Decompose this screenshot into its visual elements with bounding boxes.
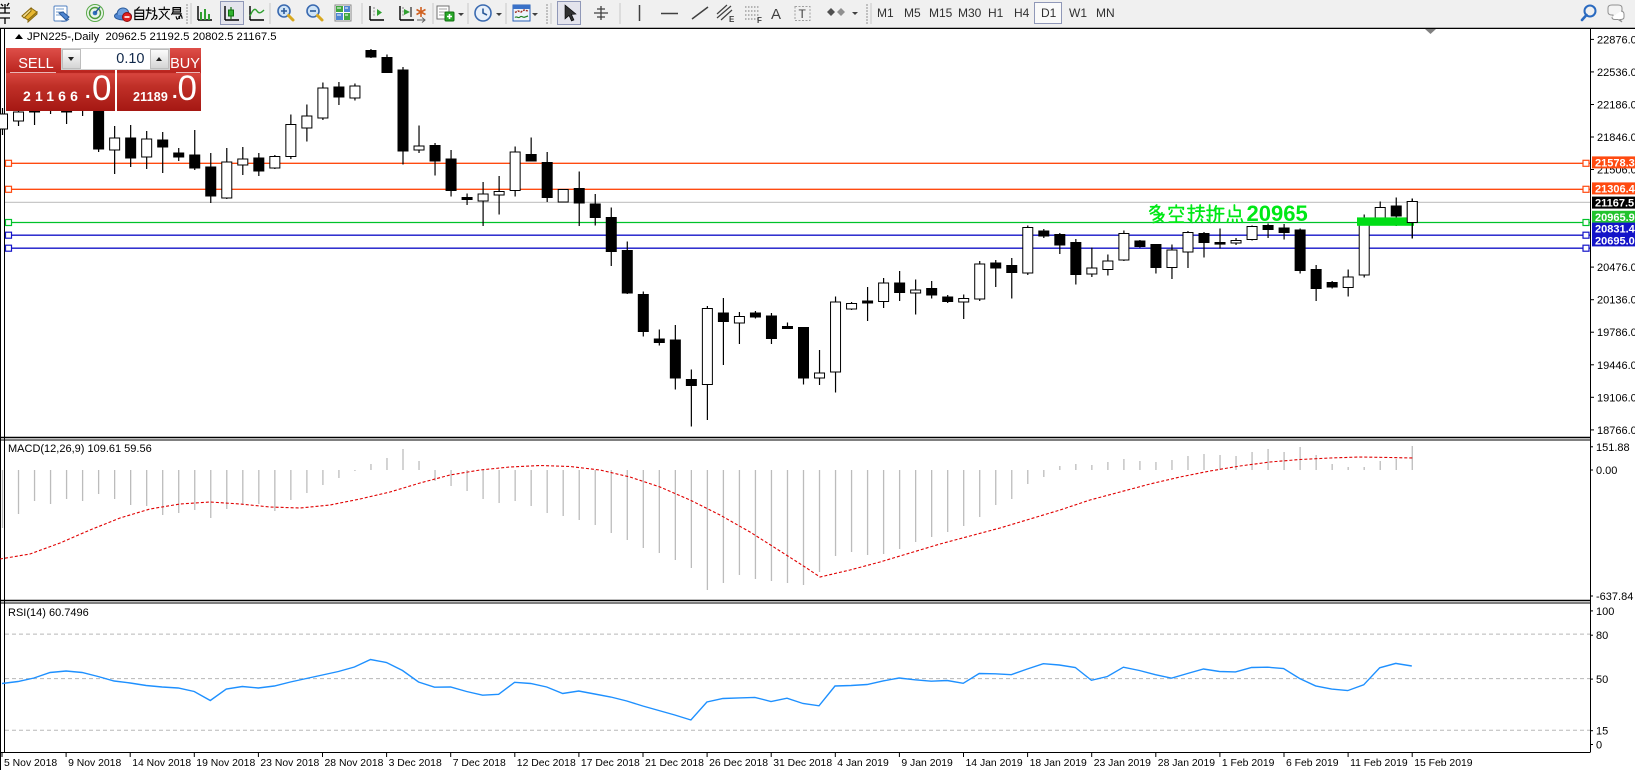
svg-text:5 Nov 2018: 5 Nov 2018 bbox=[4, 758, 57, 769]
svg-text:21846.0: 21846.0 bbox=[1597, 132, 1635, 144]
svg-text:MN: MN bbox=[1096, 6, 1115, 20]
svg-text:M30: M30 bbox=[958, 6, 982, 20]
svg-text:80: 80 bbox=[1596, 630, 1608, 642]
svg-text:20476.0: 20476.0 bbox=[1597, 262, 1635, 274]
svg-text:F: F bbox=[757, 16, 762, 25]
svg-text:11 Feb 2019: 11 Feb 2019 bbox=[1350, 758, 1408, 769]
svg-text:3 Dec 2018: 3 Dec 2018 bbox=[389, 758, 442, 769]
svg-text:100: 100 bbox=[1596, 606, 1614, 618]
svg-text:6 Feb 2019: 6 Feb 2019 bbox=[1286, 758, 1339, 769]
svg-text:W1: W1 bbox=[1069, 6, 1087, 20]
svg-text:15 Feb 2019: 15 Feb 2019 bbox=[1414, 758, 1473, 769]
svg-text:23 Nov 2018: 23 Nov 2018 bbox=[260, 758, 319, 769]
svg-text:18766.0: 18766.0 bbox=[1597, 425, 1635, 437]
svg-text:1 Feb 2019: 1 Feb 2019 bbox=[1222, 758, 1275, 769]
svg-text:9 Jan 2019: 9 Jan 2019 bbox=[901, 758, 953, 769]
svg-text:21306.4: 21306.4 bbox=[1595, 183, 1635, 195]
svg-text:12 Dec 2018: 12 Dec 2018 bbox=[517, 758, 576, 769]
svg-text:151.88: 151.88 bbox=[1596, 442, 1630, 454]
svg-text:19446.0: 19446.0 bbox=[1597, 360, 1635, 372]
svg-text:D1: D1 bbox=[1041, 6, 1057, 20]
svg-text:14 Nov 2018: 14 Nov 2018 bbox=[132, 758, 191, 769]
svg-text:7 Dec 2018: 7 Dec 2018 bbox=[453, 758, 506, 769]
svg-text:M15: M15 bbox=[929, 6, 953, 20]
svg-text:H4: H4 bbox=[1014, 6, 1030, 20]
svg-text:28 Nov 2018: 28 Nov 2018 bbox=[325, 758, 384, 769]
svg-text:20965.9: 20965.9 bbox=[1595, 212, 1635, 224]
svg-text:T: T bbox=[799, 7, 807, 21]
svg-text:20831.4: 20831.4 bbox=[1595, 224, 1635, 236]
svg-text:21578.3: 21578.3 bbox=[1595, 157, 1635, 169]
svg-text:17 Dec 2018: 17 Dec 2018 bbox=[581, 758, 640, 769]
svg-text:RSI(14) 60.7496: RSI(14) 60.7496 bbox=[8, 607, 89, 619]
svg-text:MACD(12,26,9) 109.61 59.56: MACD(12,26,9) 109.61 59.56 bbox=[8, 443, 152, 455]
svg-text:20695.0: 20695.0 bbox=[1595, 235, 1635, 247]
svg-text:15: 15 bbox=[1596, 726, 1608, 738]
svg-text:14 Jan 2019: 14 Jan 2019 bbox=[966, 758, 1023, 769]
svg-text:M1: M1 bbox=[877, 6, 894, 20]
svg-text:0: 0 bbox=[1596, 740, 1602, 752]
svg-text:21167.5: 21167.5 bbox=[1595, 198, 1634, 210]
svg-text:E: E bbox=[729, 15, 735, 24]
svg-text:H1: H1 bbox=[988, 6, 1004, 20]
svg-text:28 Jan 2019: 28 Jan 2019 bbox=[1158, 758, 1215, 769]
svg-text:JPN225-,Daily 20962.5 21192.5: JPN225-,Daily 20962.5 21192.5 20802.5 21… bbox=[27, 31, 277, 43]
svg-text:20965: 20965 bbox=[1247, 201, 1308, 226]
svg-text:4 Jan 2019: 4 Jan 2019 bbox=[837, 758, 889, 769]
svg-text:18 Jan 2019: 18 Jan 2019 bbox=[1030, 758, 1087, 769]
svg-text:19106.0: 19106.0 bbox=[1597, 392, 1635, 404]
svg-text:0.00: 0.00 bbox=[1596, 465, 1617, 477]
svg-text:M5: M5 bbox=[904, 6, 921, 20]
svg-text:31 Dec 2018: 31 Dec 2018 bbox=[773, 758, 832, 769]
svg-text:19786.0: 19786.0 bbox=[1597, 327, 1635, 339]
svg-text:26 Dec 2018: 26 Dec 2018 bbox=[709, 758, 768, 769]
svg-text:9 Nov 2018: 9 Nov 2018 bbox=[68, 758, 121, 769]
svg-text:23 Jan 2019: 23 Jan 2019 bbox=[1094, 758, 1151, 769]
svg-text:20136.0: 20136.0 bbox=[1597, 295, 1635, 307]
svg-text:22876.0: 22876.0 bbox=[1597, 34, 1635, 46]
svg-text:A: A bbox=[771, 6, 781, 23]
svg-text:19 Nov 2018: 19 Nov 2018 bbox=[196, 758, 255, 769]
svg-text:22186.0: 22186.0 bbox=[1597, 100, 1635, 112]
svg-text:22536.0: 22536.0 bbox=[1597, 67, 1635, 79]
svg-text:21 Dec 2018: 21 Dec 2018 bbox=[645, 758, 704, 769]
svg-text:-637.84: -637.84 bbox=[1596, 591, 1633, 603]
svg-text:50: 50 bbox=[1596, 674, 1608, 686]
